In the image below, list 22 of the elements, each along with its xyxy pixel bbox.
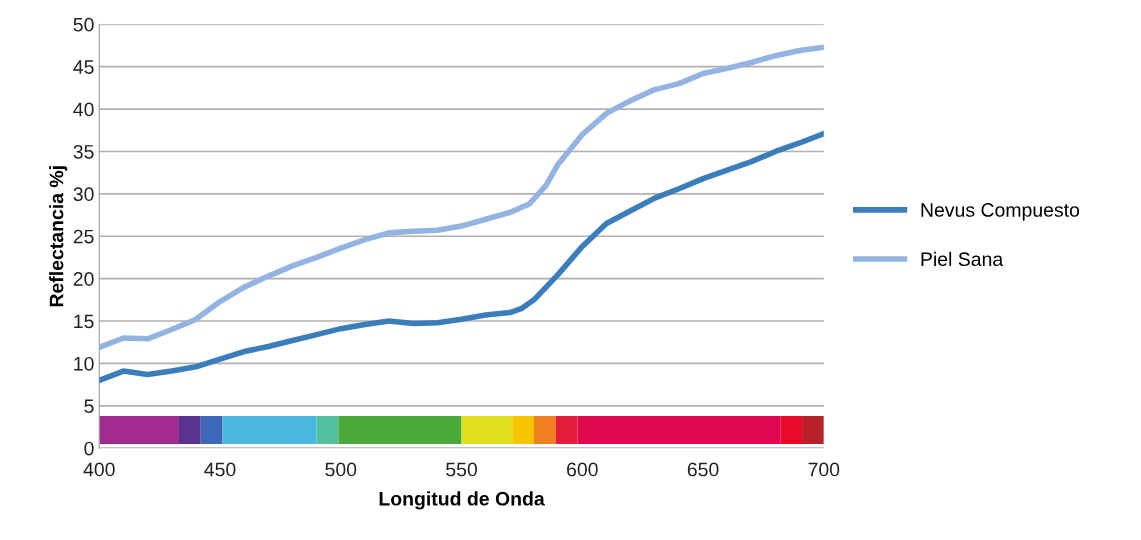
legend-label: Piel Sana: [921, 251, 1004, 267]
y-tick-label: 25: [73, 229, 94, 244]
y-tick-label: 45: [73, 60, 94, 74]
x-tick-label: 600: [567, 462, 598, 477]
y-tick-label: 40: [73, 102, 94, 117]
y-tick-label: 10: [74, 356, 94, 371]
y-tick-label: 50: [73, 17, 94, 32]
y-tick-label: 0: [84, 441, 94, 456]
y-tick-label: 15: [74, 314, 94, 329]
x-tick-label: 450: [204, 462, 236, 477]
x-tick-label: 400: [83, 462, 115, 477]
y-tick-label: 5: [84, 399, 94, 414]
y-tick-label: 20: [73, 272, 94, 286]
x-tick-label: 700: [808, 462, 840, 477]
y-tick-label: 35: [73, 144, 94, 159]
x-tick-label: 650: [687, 462, 719, 477]
y-tick-label: 30: [73, 187, 94, 202]
x-tick-label: 550: [446, 462, 477, 477]
y-axis-title: Reflectancia %j: [49, 166, 68, 307]
x-tick-label: 500: [325, 462, 357, 477]
x-axis-title: Longitud de Onda: [379, 491, 545, 510]
legend-label: Nevus Compuesto: [921, 203, 1080, 221]
